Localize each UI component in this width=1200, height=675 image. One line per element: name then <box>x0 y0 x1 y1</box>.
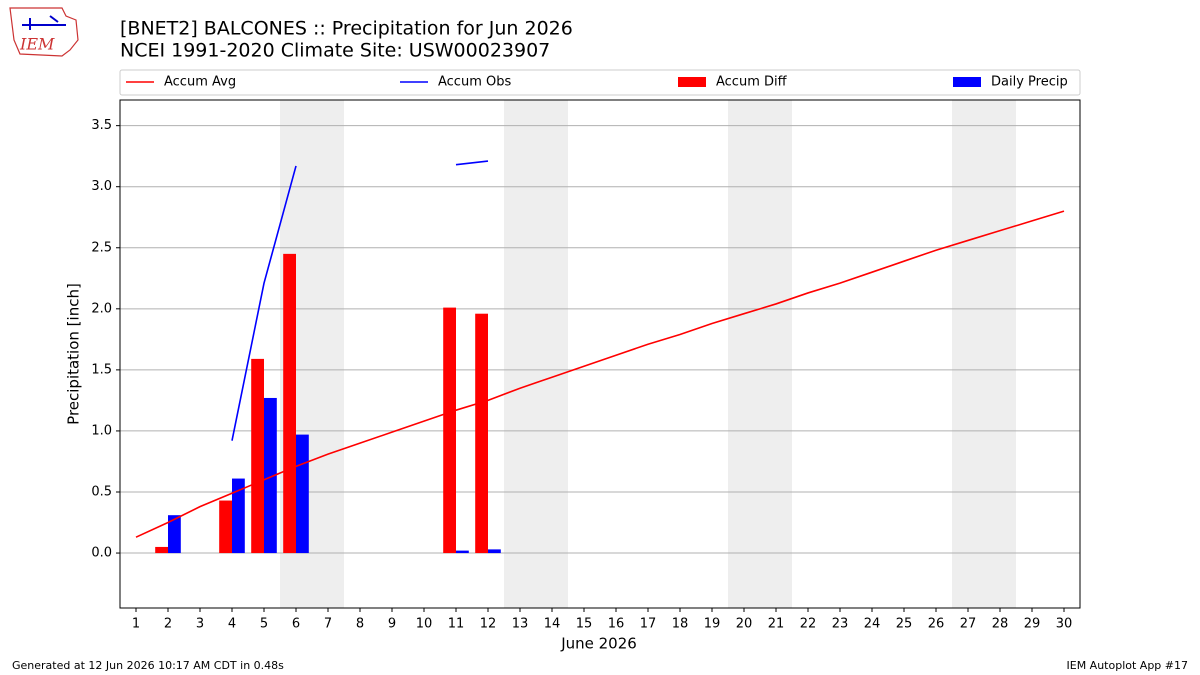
legend-label: Daily Precip <box>991 75 1068 90</box>
shaded-span <box>504 100 568 608</box>
bar <box>251 358 264 554</box>
x-tick-label: 5 <box>260 617 268 632</box>
x-tick-label: 25 <box>896 617 913 632</box>
x-tick-label: 10 <box>416 617 433 632</box>
y-tick-label: 2.0 <box>91 301 112 316</box>
legend-swatch <box>953 77 981 87</box>
bar <box>488 549 501 554</box>
x-tick-label: 14 <box>544 617 561 632</box>
x-tick-label: 26 <box>928 617 945 632</box>
chart-subtitle: NCEI 1991-2020 Climate Site: USW00023907 <box>120 40 550 62</box>
x-tick-label: 16 <box>608 617 625 632</box>
x-tick-label: 9 <box>388 617 396 632</box>
x-tick-label: 21 <box>768 617 785 632</box>
x-tick-label: 7 <box>324 617 332 632</box>
x-tick-label: 6 <box>292 617 300 632</box>
legend-label: Accum Diff <box>716 75 788 90</box>
y-tick-label: 3.0 <box>91 179 112 194</box>
x-tick-label: 30 <box>1056 617 1073 632</box>
bar <box>475 313 488 554</box>
x-tick-label: 18 <box>672 617 689 632</box>
x-tick-label: 15 <box>576 617 593 632</box>
x-tick-label: 2 <box>164 617 172 632</box>
series-line <box>231 160 489 441</box>
y-tick-label: 1.0 <box>91 423 112 438</box>
bar <box>443 307 456 554</box>
bar <box>168 515 181 554</box>
x-axis-label: June 2026 <box>560 635 637 653</box>
series-line <box>135 210 1065 538</box>
legend-box <box>119 69 1081 96</box>
legend-label: Accum Obs <box>438 75 511 90</box>
y-tick-label: 2.5 <box>91 240 112 255</box>
shaded-span <box>728 100 792 608</box>
legend-label: Accum Avg <box>164 75 236 90</box>
plot-frame <box>119 99 1081 609</box>
y-tick-label: 1.5 <box>91 362 112 377</box>
logo: IEM <box>9 7 79 57</box>
x-tick-label: 22 <box>800 617 817 632</box>
x-tick-label: 11 <box>448 617 465 632</box>
bar <box>283 253 296 554</box>
shaded-span <box>952 100 1016 608</box>
x-tick-label: 3 <box>196 617 204 632</box>
x-tick-label: 8 <box>356 617 364 632</box>
x-tick-label: 12 <box>480 617 497 632</box>
x-tick-label: 13 <box>512 617 529 632</box>
x-tick-label: 23 <box>832 617 849 632</box>
x-tick-label: 28 <box>992 617 1009 632</box>
legend-swatch <box>678 77 706 87</box>
y-tick-label: 0.0 <box>91 546 112 561</box>
x-tick-label: 20 <box>736 617 753 632</box>
bar <box>456 550 469 554</box>
bar <box>264 397 277 554</box>
bar <box>219 500 232 554</box>
footer-right: IEM Autoplot App #17 <box>1067 659 1189 672</box>
x-tick-label: 1 <box>132 617 140 632</box>
bar <box>296 434 309 554</box>
x-tick-label: 19 <box>704 617 721 632</box>
bar <box>155 546 168 554</box>
y-tick-label: 3.5 <box>91 118 112 133</box>
logo-text: IEM <box>19 35 55 54</box>
x-tick-label: 17 <box>640 617 657 632</box>
y-axis-label: Precipitation [inch] <box>65 283 83 425</box>
chart-title: [BNET2] BALCONES :: Precipitation for Ju… <box>120 18 573 40</box>
x-tick-label: 29 <box>1024 617 1041 632</box>
footer-left: Generated at 12 Jun 2026 10:17 AM CDT in… <box>12 659 284 672</box>
bar <box>232 478 245 554</box>
x-tick-label: 24 <box>864 617 881 632</box>
x-tick-label: 27 <box>960 617 977 632</box>
x-tick-label: 4 <box>228 617 236 632</box>
y-tick-label: 0.5 <box>91 484 112 499</box>
